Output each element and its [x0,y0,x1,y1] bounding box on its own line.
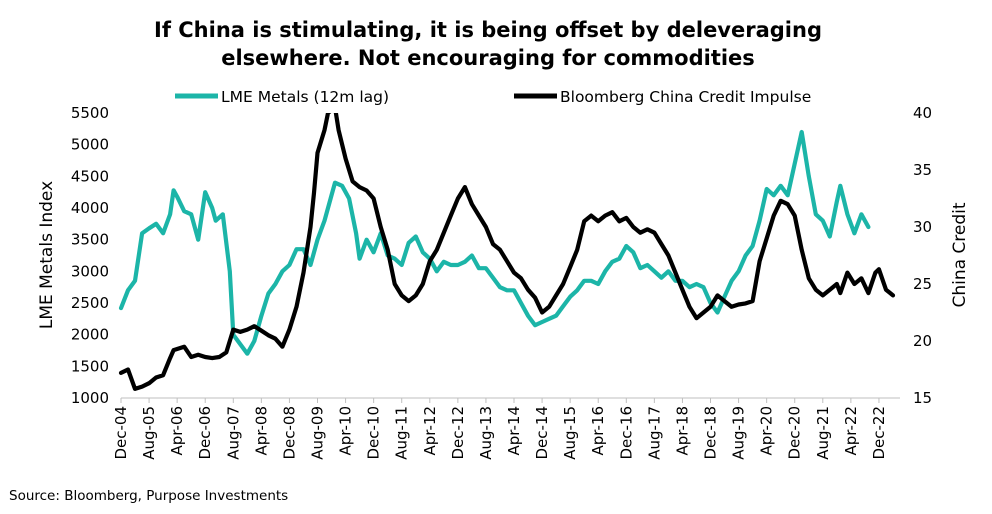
source-note: Source: Bloomberg, Purpose Investments [9,488,288,504]
x-tick-label: Aug-17 [645,406,663,460]
chart-title-line-1: If China is stimulating, it is being off… [154,18,822,42]
y-axis-right-ticks: 15 20 25 30 35 40 [913,104,932,407]
y-axis-left-title: LME Metals Index [37,181,57,329]
y-left-tick-label: 2000 [71,326,109,344]
x-axis-ticks: Dec-04 Aug-05 Apr-06 Dec-06 Aug-07 Apr-08 Dec-… [112,398,888,460]
x-tick-label: Apr-20 [758,406,776,456]
x-tick-label: Apr-18 [673,406,691,456]
y-right-tick-label: 25 [913,275,932,293]
x-tick-label: Dec-10 [365,406,383,460]
x-tick-label: Aug-19 [730,406,748,460]
y-left-tick-label: 1000 [71,389,109,407]
x-tick-label: Apr-12 [421,406,439,456]
y-left-tick-label: 5000 [71,136,109,154]
series-line-china-credit [118,113,896,391]
y-right-tick-label: 35 [913,161,932,179]
x-tick-label: Dec-12 [449,406,467,460]
plot-area [118,113,896,391]
x-tick-label: Aug-13 [477,406,495,460]
x-tick-label: Apr-16 [589,406,607,456]
x-tick-label: Aug-11 [393,406,411,460]
y-left-tick-label: 4000 [71,199,109,217]
x-tick-label: Dec-16 [617,406,635,460]
series-line-lme-metals [118,129,871,356]
x-tick-label: Apr-08 [252,406,270,456]
y-axis-left-ticks: 1000 1500 2000 2500 3000 3500 4000 4500 5000 5500 [71,104,109,407]
x-tick-label: Apr-14 [505,406,523,456]
x-tick-label: Dec-08 [280,406,298,460]
y-left-tick-label: 3500 [71,231,109,249]
x-tick-label: Aug-21 [814,406,832,460]
y-left-tick-label: 2500 [71,294,109,312]
x-tick-label: Aug-15 [561,406,579,460]
y-right-tick-label: 30 [913,218,932,236]
x-tick-label: Aug-05 [140,406,158,460]
x-tick-label: Dec-20 [786,406,804,460]
y-right-tick-label: 15 [913,389,932,407]
x-tick-label: Dec-06 [196,406,214,460]
y-right-tick-label: 40 [913,104,932,122]
x-tick-label: Aug-07 [224,406,242,460]
legend-label-china-credit: Bloomberg China Credit Impulse [560,88,811,106]
x-tick-label: Apr-06 [168,406,186,456]
y-right-tick-label: 20 [913,332,932,350]
y-axis-right-title: China Credit [950,202,970,307]
x-tick-label: Aug-09 [309,406,327,460]
legend-label-lme-metals: LME Metals (12m lag) [221,88,389,106]
y-left-tick-label: 1500 [71,357,109,375]
x-tick-label: Dec-14 [533,406,551,460]
chart-title-line-2: elsewhere. Not encouraging for commoditi… [221,46,755,70]
y-left-tick-label: 3000 [71,262,109,280]
y-left-tick-label: 4500 [71,167,109,185]
y-left-tick-label: 5500 [71,104,109,122]
x-tick-label: Apr-10 [337,406,355,456]
x-tick-label: Apr-22 [842,406,860,456]
x-tick-label: Dec-04 [112,406,130,460]
x-tick-label: Dec-18 [702,406,720,460]
x-tick-label: Dec-22 [870,406,888,460]
